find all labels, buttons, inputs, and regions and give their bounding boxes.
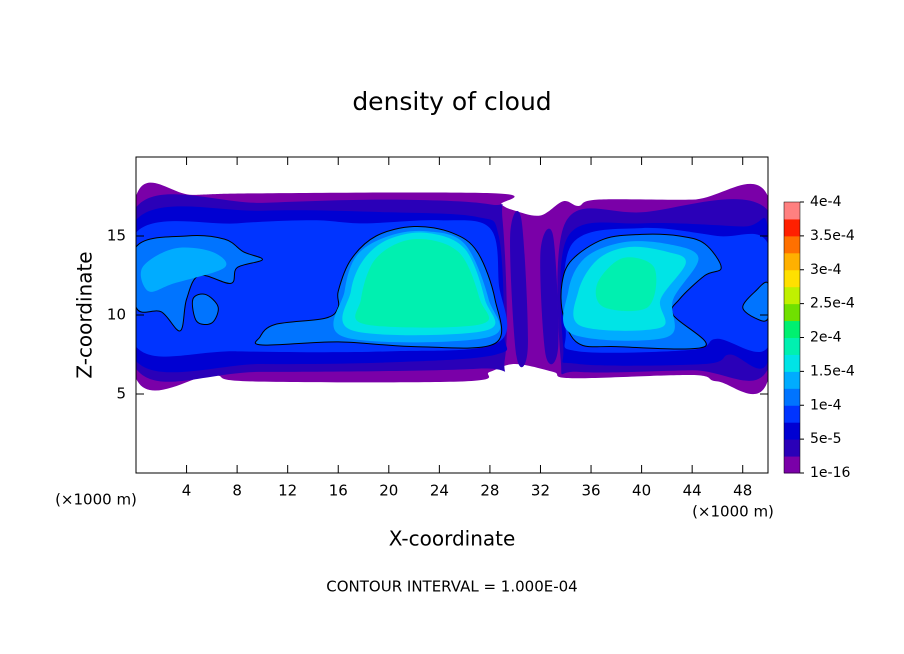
x-tick-label: 4 (182, 482, 192, 500)
colorbar-tick-label: 1.5e-4 (810, 363, 855, 379)
colorbar-band (784, 371, 800, 389)
colorbar-band (784, 405, 800, 423)
colorbar-band (784, 320, 800, 338)
x-tick-label: 40 (632, 482, 651, 500)
y-tick-label: 15 (107, 227, 126, 245)
colorbar-tick-label: 3e-4 (810, 262, 842, 278)
colorbar-band (784, 422, 800, 440)
colorbar-band (784, 337, 800, 355)
colorbar-tick-label: 3.5e-4 (810, 228, 855, 244)
chart-title: density of cloud (352, 87, 551, 116)
x-tick-label: 8 (232, 482, 242, 500)
colorbar-band (784, 439, 800, 457)
x-tick-label: 28 (480, 482, 499, 500)
contour-field (136, 182, 768, 394)
x-tick-label: 48 (733, 482, 752, 500)
colorbar-tick-label: 4e-4 (810, 194, 842, 210)
footer: CONTOUR INTERVAL = 1.000E-04 (326, 578, 577, 596)
x-axis-label: X-coordinate (389, 527, 516, 551)
colorbar-band (784, 456, 800, 474)
x-tick-label: 44 (683, 482, 702, 500)
contour-region (595, 257, 657, 312)
contour-region (510, 211, 528, 368)
x-unit: (×1000 m) (692, 503, 774, 521)
contour-region (191, 293, 219, 325)
colorbar-tick-label: 2e-4 (810, 330, 842, 346)
x-tick-label: 36 (581, 482, 600, 500)
y-unit: (×1000 m) (55, 491, 137, 509)
colorbar-band (784, 218, 800, 237)
colorbar-band (784, 235, 800, 254)
colorbar-tick-label: 2.5e-4 (810, 296, 855, 312)
contour-region (540, 228, 559, 365)
colorbar-band (784, 269, 800, 288)
y-tick-label: 5 (116, 385, 126, 403)
colorbar-band (784, 202, 800, 220)
x-tick-label: 20 (379, 482, 398, 500)
colorbar-tick-label: 1e-16 (810, 465, 850, 481)
colorbar-band (784, 286, 800, 305)
colorbar-band (784, 252, 800, 271)
y-tick-label: 10 (107, 306, 126, 324)
contour-region (355, 238, 490, 328)
contour-region (140, 247, 227, 292)
x-tick-label: 32 (531, 482, 550, 500)
x-tick-label: 16 (329, 482, 348, 500)
colorbar-band (784, 388, 800, 406)
colorbar-tick-label: 1e-4 (810, 397, 842, 413)
x-tick-label: 24 (430, 482, 449, 500)
x-tick-label: 12 (278, 482, 297, 500)
colorbar-band (784, 354, 800, 372)
y-axis-label: Z-coordinate (73, 251, 97, 378)
contour-region (742, 281, 768, 322)
colorbar-tick-label: 5e-5 (810, 431, 841, 447)
colorbar-band (784, 303, 800, 322)
